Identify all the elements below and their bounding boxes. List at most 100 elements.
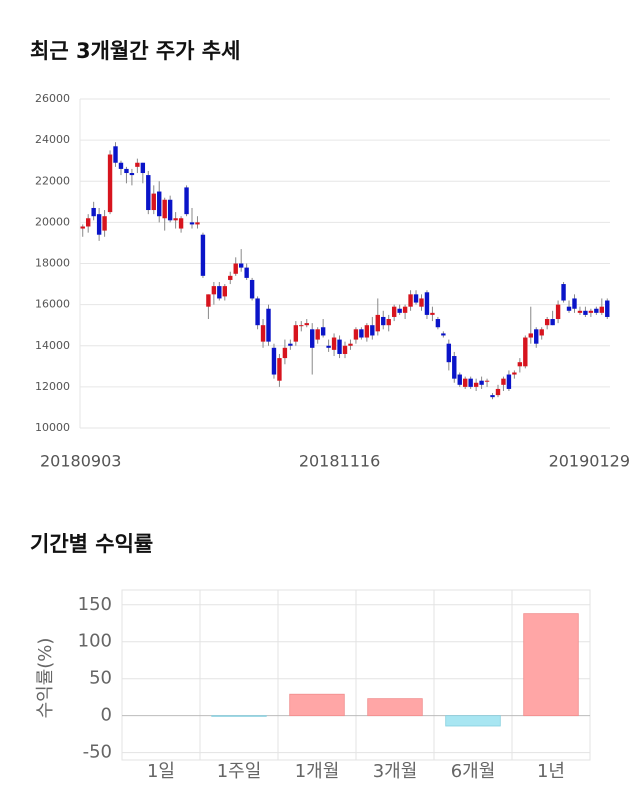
candle-body [348,343,353,346]
candle-body [577,310,583,313]
candle-body [364,325,370,338]
candle-body [293,325,299,342]
candle-body [113,146,118,163]
y-tick-label: 0 [101,705,112,726]
candle-body [353,329,359,340]
candle-body [228,275,233,280]
y-tick-label: 50 [89,668,112,689]
candle-body [288,343,293,346]
candle-body [238,263,244,268]
candle-body [572,298,577,309]
candle-body [299,325,304,327]
candle-body [206,294,211,307]
candle-body [391,306,397,317]
candle-body [512,372,517,375]
candle-body [91,207,96,217]
candle-body [490,395,495,398]
candle-body [468,378,473,387]
candle-body [479,380,484,385]
candle-body [413,294,419,303]
y-tick-label: 26000 [35,92,70,105]
candle-body [555,304,561,320]
y-tick-label: 14000 [35,339,70,352]
x-tick-label: 20181116 [299,452,380,471]
y-tick-label: 20000 [35,215,70,228]
y-tick-label: 22000 [35,174,70,187]
candle-body [550,319,555,326]
candle-body [534,329,539,344]
candle-body [140,162,146,174]
candle-body [528,333,533,338]
candle-body [249,279,255,299]
candle-body [424,292,430,315]
candle-body [260,325,266,342]
candle-body [359,329,364,338]
candle-body [304,323,309,326]
candle-body [271,347,277,375]
candle-body [446,343,452,363]
candle-body [435,319,441,328]
chart-title: 최근 3개월간 주가 추세 [30,39,240,63]
candle-body [151,193,156,211]
candle-body [430,312,435,315]
x-tick-label: 1년 [537,761,565,782]
candle-body [211,286,217,295]
y-tick-label: -50 [83,742,112,763]
candle-body [222,286,227,297]
candle-body [146,175,151,211]
y-tick-label: 16000 [35,298,70,311]
candle-body [605,300,610,317]
candle-body [178,218,184,229]
candle-body [80,226,85,229]
x-tick-label: 6개월 [451,761,496,782]
candle-body [282,347,288,359]
candle-body [408,294,413,307]
candle-body [517,362,523,367]
candle-body [375,314,380,332]
x-tick-label: 1개월 [295,761,340,782]
candle-body [277,358,282,381]
x-tick-label: 20190129 [549,452,630,471]
candle-body [495,388,501,396]
candle-body [135,162,140,167]
candle-body [539,329,544,336]
bar [211,715,267,717]
candle-body [381,316,386,326]
candle-body [173,218,178,221]
candle-body [561,284,566,301]
x-tick-label: 1주일 [217,761,262,782]
candle-body [473,382,479,387]
candle-body [441,333,446,336]
candle-body [501,378,506,385]
candle-body [200,234,206,276]
candle-body [320,327,326,336]
candle-body [326,345,331,348]
chart-title: 기간별 수익률 [30,532,153,556]
candle-body [184,187,189,215]
x-tick-label: 3개월 [373,761,418,782]
candle-body [506,374,512,389]
candle-body [599,306,605,313]
candle-body [315,329,320,340]
candle-body [337,339,342,354]
y-tick-label: 12000 [35,380,70,393]
bar [523,613,579,717]
bar [445,715,501,727]
candle-body [331,337,337,350]
candle-body [255,298,260,326]
candle-body [129,173,135,176]
y-tick-label: 150 [78,594,112,615]
candle-body [452,356,457,379]
candle-body [96,214,102,235]
candle-body [233,263,238,274]
candle-body [463,378,468,387]
candle-body [397,308,402,313]
candle-body [594,308,599,313]
candle-body [544,319,550,326]
candle-body [217,286,222,299]
x-tick-label: 1일 [147,761,175,782]
candle-body [484,380,490,382]
y-axis-label: 수익률(%) [35,638,56,719]
y-tick-label: 100 [78,631,112,652]
